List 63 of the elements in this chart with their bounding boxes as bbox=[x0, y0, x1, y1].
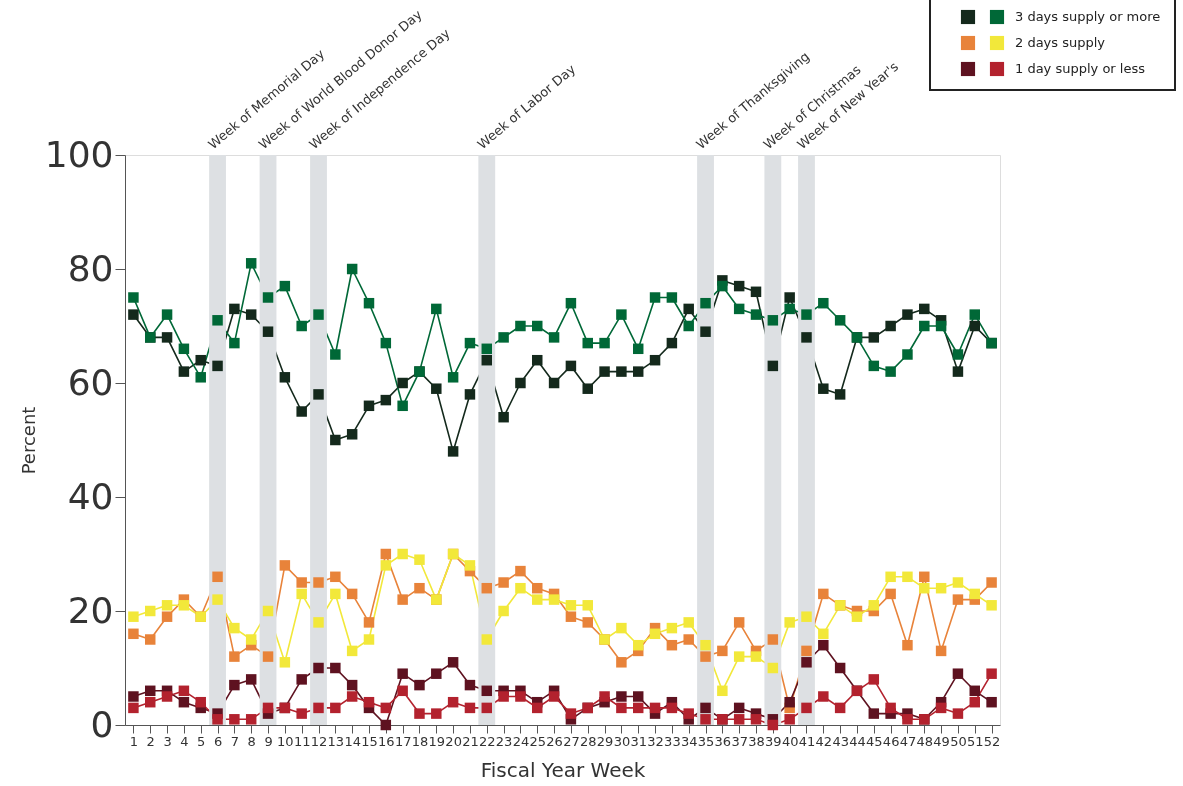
x-tick-label: 43 bbox=[832, 733, 849, 749]
x-tick-label: 27 bbox=[563, 733, 580, 749]
x-tick-label: 5 bbox=[197, 733, 206, 749]
x-tick-label: 13 bbox=[327, 733, 345, 749]
x-tick-label: 15 bbox=[361, 733, 378, 749]
x-tick-label: 7 bbox=[230, 733, 240, 749]
x-tick-label: 21 bbox=[462, 733, 479, 749]
x-tick-label: 2 bbox=[146, 733, 155, 749]
y-tick-label: 0 bbox=[90, 703, 114, 745]
x-tick-label: 36 bbox=[714, 733, 732, 749]
x-tick-label: 23 bbox=[495, 733, 513, 749]
x-tick-label: 30 bbox=[613, 733, 631, 749]
x-tick-label: 4 bbox=[180, 733, 189, 749]
y-tick-label: 20 bbox=[67, 589, 114, 631]
x-tick-label: 35 bbox=[697, 733, 715, 749]
x-tick-label: 25 bbox=[529, 733, 547, 749]
x-tick-label: 24 bbox=[512, 733, 530, 749]
x-tick-label: 37 bbox=[731, 733, 748, 749]
x-tick-label: 45 bbox=[866, 733, 883, 749]
x-tick-label: 22 bbox=[479, 733, 496, 749]
x-tick-label: 8 bbox=[247, 733, 256, 749]
x-tick-label: 3 bbox=[163, 733, 172, 749]
x-tick-label: 12 bbox=[310, 733, 328, 749]
x-tick-label: 28 bbox=[579, 733, 597, 749]
text: 1 day supply or less bbox=[1015, 61, 1146, 76]
x-tick-label: 1 bbox=[129, 733, 139, 749]
y-tick-label: 100 bbox=[44, 133, 114, 175]
x-tick-label: 11 bbox=[293, 733, 311, 749]
x-tick-label: 17 bbox=[394, 733, 412, 749]
y-tick-label: 40 bbox=[67, 475, 114, 517]
x-tick-label: 50 bbox=[950, 733, 967, 749]
x-tick-label: 48 bbox=[916, 733, 934, 749]
text: 2 days supply bbox=[1015, 35, 1106, 50]
x-tick-label: 14 bbox=[344, 733, 361, 749]
y-tick-label: 60 bbox=[67, 361, 114, 403]
y-tick-label: 80 bbox=[67, 247, 114, 289]
x-tick-label: 38 bbox=[748, 733, 765, 749]
y-axis-title: Percent bbox=[17, 406, 39, 475]
x-tick-label: 51 bbox=[966, 733, 984, 749]
x-tick-label: 32 bbox=[647, 733, 664, 749]
x-tick-label: 34 bbox=[680, 733, 698, 749]
x-tick-label: 44 bbox=[849, 733, 866, 749]
x-tick-label: 41 bbox=[798, 733, 816, 749]
x-tick-label: 18 bbox=[411, 733, 429, 749]
x-tick-label: 31 bbox=[630, 733, 647, 749]
x-tick-label: 40 bbox=[781, 733, 799, 749]
x-tick-label: 10 bbox=[277, 733, 294, 749]
text: 3 days supply or more bbox=[1015, 9, 1161, 24]
x-tick-label: 6 bbox=[213, 733, 223, 749]
x-tick-label: 29 bbox=[596, 733, 614, 749]
x-tick-label: 49 bbox=[933, 733, 950, 749]
x-tick-label: 39 bbox=[765, 733, 782, 749]
x-tick-label: 47 bbox=[899, 733, 917, 749]
x-tick-label: 46 bbox=[882, 733, 900, 749]
x-tick-label: 52 bbox=[983, 733, 1001, 749]
x-axis-title: Fiscal Year Week bbox=[480, 757, 646, 782]
x-tick-label: 20 bbox=[445, 733, 462, 749]
x-tick-label: 19 bbox=[428, 733, 446, 749]
x-tick-label: 9 bbox=[264, 733, 273, 749]
x-tick-label: 16 bbox=[378, 733, 395, 749]
x-tick-label: 26 bbox=[546, 733, 563, 749]
x-tick-label: 33 bbox=[664, 733, 681, 749]
x-tick-label: 42 bbox=[815, 733, 833, 749]
